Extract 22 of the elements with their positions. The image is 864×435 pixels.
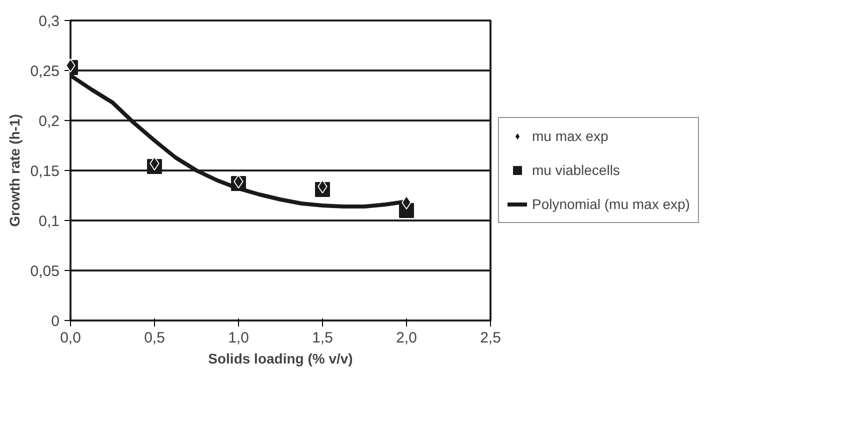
point [402,196,412,210]
x-tick-label: 2,0 [396,330,417,346]
x-tick-label: 2,5 [480,330,501,346]
y-tick-label: 0,3 [38,13,60,30]
x-tick-label: 1,5 [312,330,333,346]
y-tick-label: 0,05 [30,263,60,280]
point [150,156,160,170]
point [318,180,328,194]
legend-label: mu viablecells [532,162,620,178]
y-tick-label: 0,1 [38,213,60,230]
point [66,58,76,72]
y-tick-label: 0,25 [30,63,60,80]
y-tick-label: 0,2 [38,113,60,130]
legend-label: Polynomial (mu max exp) [532,196,690,212]
y-tick-label: 0,15 [30,163,60,180]
x-axis-title: Solids loading (% v/v) [208,350,353,366]
x-tick-label: 0,5 [144,330,165,346]
x-tick-label: 0,0 [60,330,81,346]
x-tick-label: 1,0 [228,330,249,346]
y-axis-title: Growth rate (h-1) [6,114,22,227]
legend-label: mu max exp [532,128,608,144]
y-tick-label: 0 [51,313,60,330]
